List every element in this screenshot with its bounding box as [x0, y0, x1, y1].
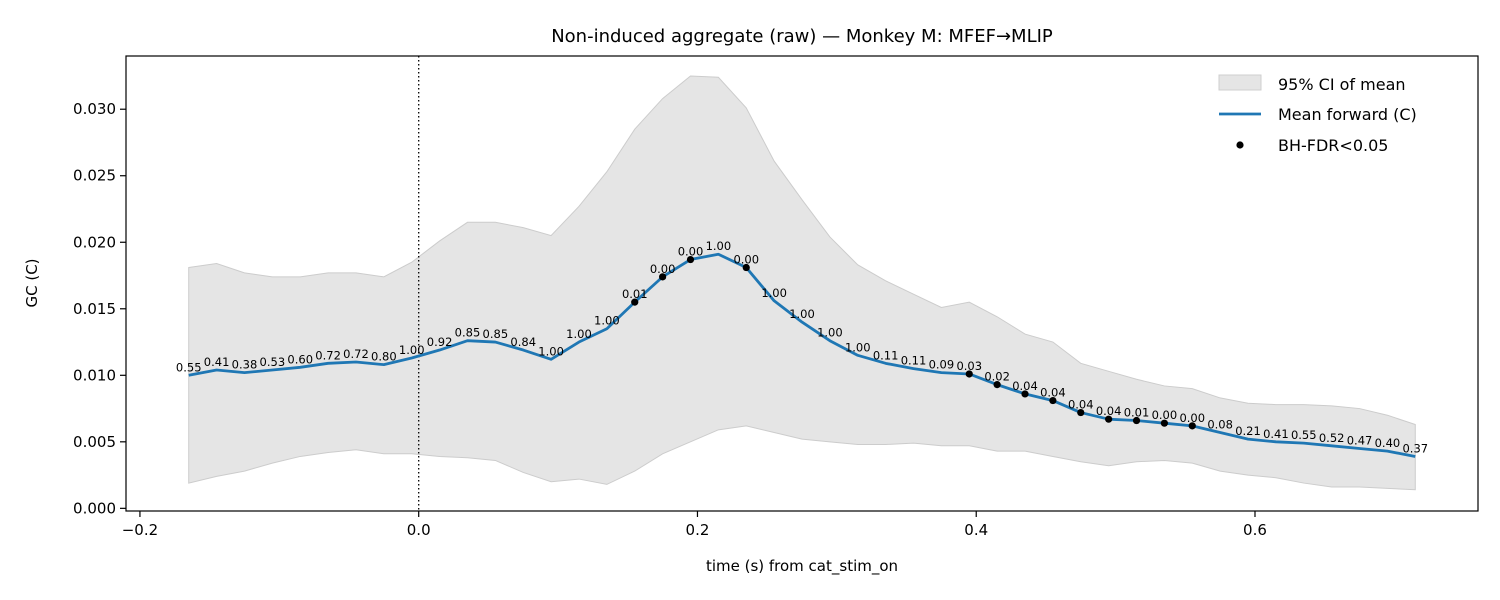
ci-band — [188, 75, 1416, 491]
p-value-label: 1.00 — [399, 343, 425, 357]
chart-title: Non-induced aggregate (raw) — Monkey M: … — [551, 26, 1053, 47]
significant-point — [965, 370, 973, 378]
p-value-label: 0.00 — [650, 262, 676, 276]
significant-point — [1160, 419, 1168, 427]
y-tick-label: 0.005 — [73, 433, 116, 451]
p-value-label: 0.02 — [984, 370, 1010, 384]
significant-point — [686, 255, 695, 264]
p-value-label: 0.47 — [1347, 433, 1373, 447]
p-value-label: 0.41 — [204, 355, 230, 369]
p-value-label: 0.72 — [343, 347, 369, 361]
p-value-label: 0.04 — [1012, 379, 1038, 393]
y-tick-label: 0.015 — [73, 300, 116, 318]
p-value-label: 1.00 — [538, 344, 564, 358]
legend-sig-swatch — [1236, 141, 1244, 149]
mean-line-layer — [188, 252, 1416, 458]
p-value-label: 0.00 — [733, 253, 759, 267]
x-tick-label: 0.4 — [964, 521, 988, 539]
y-tick-label: 0.025 — [73, 167, 116, 185]
p-value-label: 0.00 — [1152, 408, 1178, 422]
p-value-label: 0.60 — [287, 352, 313, 366]
legend-ci-label: 95% CI of mean — [1278, 75, 1406, 94]
p-value-label: 0.38 — [232, 358, 258, 372]
significant-point — [1049, 396, 1057, 405]
legend: 95% CI of mean Mean forward (C) BH-FDR<0… — [1218, 74, 1417, 155]
y-tick-label: 0.020 — [73, 233, 116, 251]
p-value-label: 0.04 — [1096, 404, 1122, 418]
p-value-label: 0.04 — [1040, 386, 1066, 400]
p-value-label: 0.11 — [901, 354, 927, 368]
significant-point — [1132, 416, 1141, 425]
p-value-labels-layer: 0.55 0.41 0.38 0.53 0.60 0.72 0.72 0.80 1.000.92… — [176, 239, 1428, 455]
p-value-label: 1.00 — [761, 286, 787, 300]
p-value-label: 0.00 — [678, 245, 704, 259]
p-value-label: 0.03 — [956, 359, 982, 373]
p-value-label: 1.00 — [817, 326, 843, 340]
p-value-label: 0.55 — [1291, 428, 1317, 442]
significant-point — [1077, 408, 1085, 417]
p-value-label: 1.00 — [594, 314, 620, 328]
p-value-label: 0.92 — [427, 335, 453, 349]
p-value-label: 0.37 — [1402, 441, 1428, 455]
legend-sig-label: BH-FDR<0.05 — [1278, 136, 1388, 155]
significant-point — [659, 273, 667, 281]
p-value-label: 0.11 — [873, 348, 899, 362]
plot-frame — [125, 55, 1479, 512]
p-value-label: 0.80 — [371, 350, 397, 364]
x-axis: −0.2 0.0 0.2 0.4 0.6 — [122, 511, 1267, 539]
p-value-label: 0.01 — [622, 287, 648, 301]
y-axis-label: GC (C) — [23, 258, 41, 307]
p-value-label: 0.85 — [483, 327, 509, 341]
x-tick-label: 0.6 — [1243, 521, 1267, 539]
p-value-label: 0.52 — [1319, 431, 1345, 445]
p-value-label: 0.85 — [455, 326, 481, 340]
p-value-label: 0.04 — [1068, 398, 1094, 412]
x-tick-label: 0.0 — [407, 521, 431, 539]
x-tick-label: −0.2 — [122, 521, 158, 539]
significant-point — [742, 263, 750, 272]
mean-forward-line — [188, 252, 1416, 458]
ci-band-layer — [188, 75, 1416, 491]
significant-point — [1021, 390, 1029, 398]
p-value-label: 1.00 — [789, 307, 815, 321]
p-value-label: 1.00 — [706, 239, 732, 253]
p-value-label: 1.00 — [845, 340, 871, 354]
p-value-label: 0.08 — [1207, 418, 1233, 432]
p-value-label: 0.55 — [176, 360, 202, 374]
x-tick-label: 0.2 — [686, 521, 710, 539]
y-tick-label: 0.030 — [73, 100, 116, 118]
significant-point — [993, 381, 1001, 389]
p-value-label: 0.21 — [1235, 424, 1261, 438]
p-value-label: 0.72 — [315, 348, 341, 362]
p-value-label: 0.41 — [1263, 427, 1289, 441]
significance-points-layer — [631, 255, 1196, 430]
p-value-label: 0.09 — [929, 358, 955, 372]
significant-point — [1188, 422, 1196, 430]
x-axis-label: time (s) from cat_stim_on — [706, 557, 898, 576]
p-value-label: 1.00 — [566, 327, 592, 341]
significant-point — [631, 298, 639, 306]
y-axis: 0.000 0.005 0.010 0.015 0.020 0.025 0.030 — [73, 100, 126, 517]
p-value-label: 0.84 — [510, 335, 536, 349]
significant-point — [1105, 415, 1113, 423]
legend-ci-swatch — [1218, 74, 1262, 91]
p-value-label: 0.40 — [1375, 436, 1401, 450]
p-value-label: 0.01 — [1124, 406, 1150, 420]
y-tick-label: 0.010 — [73, 366, 116, 384]
p-value-label: 0.53 — [260, 355, 286, 369]
p-value-label: 0.00 — [1179, 411, 1205, 425]
legend-mean-label: Mean forward (C) — [1278, 105, 1417, 124]
y-tick-label: 0.000 — [73, 499, 116, 517]
